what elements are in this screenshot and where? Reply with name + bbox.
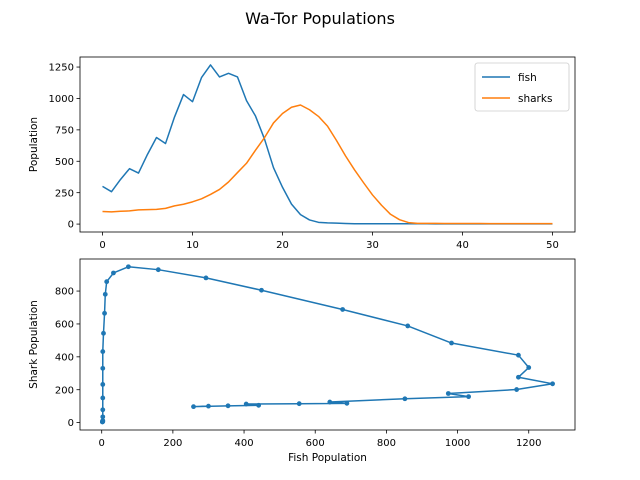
top-series-line-sharks: [102, 104, 553, 225]
bottom-ytick-label: 400: [55, 352, 74, 363]
bottom-data-point: [516, 352, 521, 358]
bottom-data-point: [516, 374, 521, 380]
bottom-xtick-label: 1000: [445, 438, 470, 449]
bottom-data-point: [101, 330, 106, 336]
bottom-ytick-label: 0: [68, 418, 74, 429]
top-legend: fish sharks: [474, 62, 570, 112]
bottom-xtick-label: 800: [377, 438, 396, 449]
bottom-data-point: [225, 403, 231, 409]
top-xtick-label: 30: [366, 240, 379, 251]
bottom-ytick-label: 600: [55, 320, 74, 331]
top-axes-time-series: 0 10 20 30 40 50025050075010001250Populationf…: [28, 56, 576, 251]
top-ytick-label: 500: [55, 157, 74, 168]
legend-label-fish: fish: [518, 72, 537, 84]
top-xtick-label: 10: [186, 240, 199, 251]
bottom-data-point: [125, 264, 131, 270]
legend-label-sharks: sharks: [518, 93, 552, 105]
bottom-data-point: [102, 291, 108, 297]
top-ytick-label: 250: [55, 188, 74, 199]
bottom-data-point: [100, 395, 106, 401]
bottom-data-point: [526, 365, 532, 370]
bottom-xtick-label: 400: [235, 438, 254, 449]
bottom-data-point: [102, 310, 107, 316]
bottom-data-point: [514, 387, 520, 392]
bottom-data-point: [449, 340, 454, 346]
bottom-data-point: [100, 349, 106, 354]
top-ylabel: Population: [28, 117, 40, 172]
bottom-data-point: [445, 391, 451, 396]
bottom-data-point: [100, 365, 106, 371]
bottom-data-point: [243, 401, 249, 407]
bottom-data-point: [259, 287, 264, 293]
bottom-data-point: [344, 400, 350, 406]
legend-box: [474, 62, 570, 112]
bottom-data-point: [206, 403, 211, 409]
bottom-data-point: [100, 419, 105, 425]
bottom-data-point: [256, 402, 262, 408]
bottom-data-point: [296, 401, 302, 407]
top-ytick-label: 1250: [49, 63, 74, 74]
bottom-data-point: [111, 270, 116, 276]
bottom-frame: [79, 258, 576, 431]
bottom-xtick-label: 200: [163, 438, 182, 449]
bottom-data-point: [100, 414, 106, 420]
bottom-data-point: [203, 275, 209, 281]
bottom-data-point: [100, 407, 106, 413]
bottom-data-point: [340, 307, 346, 312]
bottom-data-point: [466, 394, 471, 400]
top-xtick-label: 0: [99, 240, 105, 251]
top-ytick-label: 1000: [49, 94, 74, 105]
bottom-data-point: [191, 404, 196, 410]
top-ytick-label: 0: [68, 220, 74, 231]
bottom-axes-phase-plot: 0 200 400 600 800 1000 1200 0 200 400 600 800 Fish P…: [28, 258, 576, 464]
figure-suptitle: Wa-Tor Populations: [245, 9, 395, 28]
bottom-ytick-label: 800: [55, 287, 74, 298]
top-ytick-label: 750: [55, 125, 74, 136]
bottom-data-point: [100, 382, 106, 387]
bottom-data-point: [402, 396, 408, 402]
bottom-ytick-label: 200: [55, 385, 74, 396]
top-xtick-label: 50: [546, 240, 559, 251]
bottom-ylabel: Shark Population: [28, 300, 40, 389]
bottom-data-point: [155, 267, 161, 273]
bottom-xlabel: Fish Population: [288, 452, 367, 464]
bottom-data-point: [405, 323, 411, 329]
bottom-data-point: [550, 381, 555, 387]
top-xtick-label: 40: [456, 240, 469, 251]
bottom-xtick-label: 0: [99, 438, 105, 449]
top-xtick-label: 20: [276, 240, 289, 251]
bottom-xtick-label: 1200: [516, 438, 541, 449]
bottom-xtick-label: 600: [306, 438, 325, 449]
top-frame: [79, 56, 576, 233]
bottom-data-point: [327, 399, 333, 405]
bottom-data-point: [104, 279, 110, 285]
